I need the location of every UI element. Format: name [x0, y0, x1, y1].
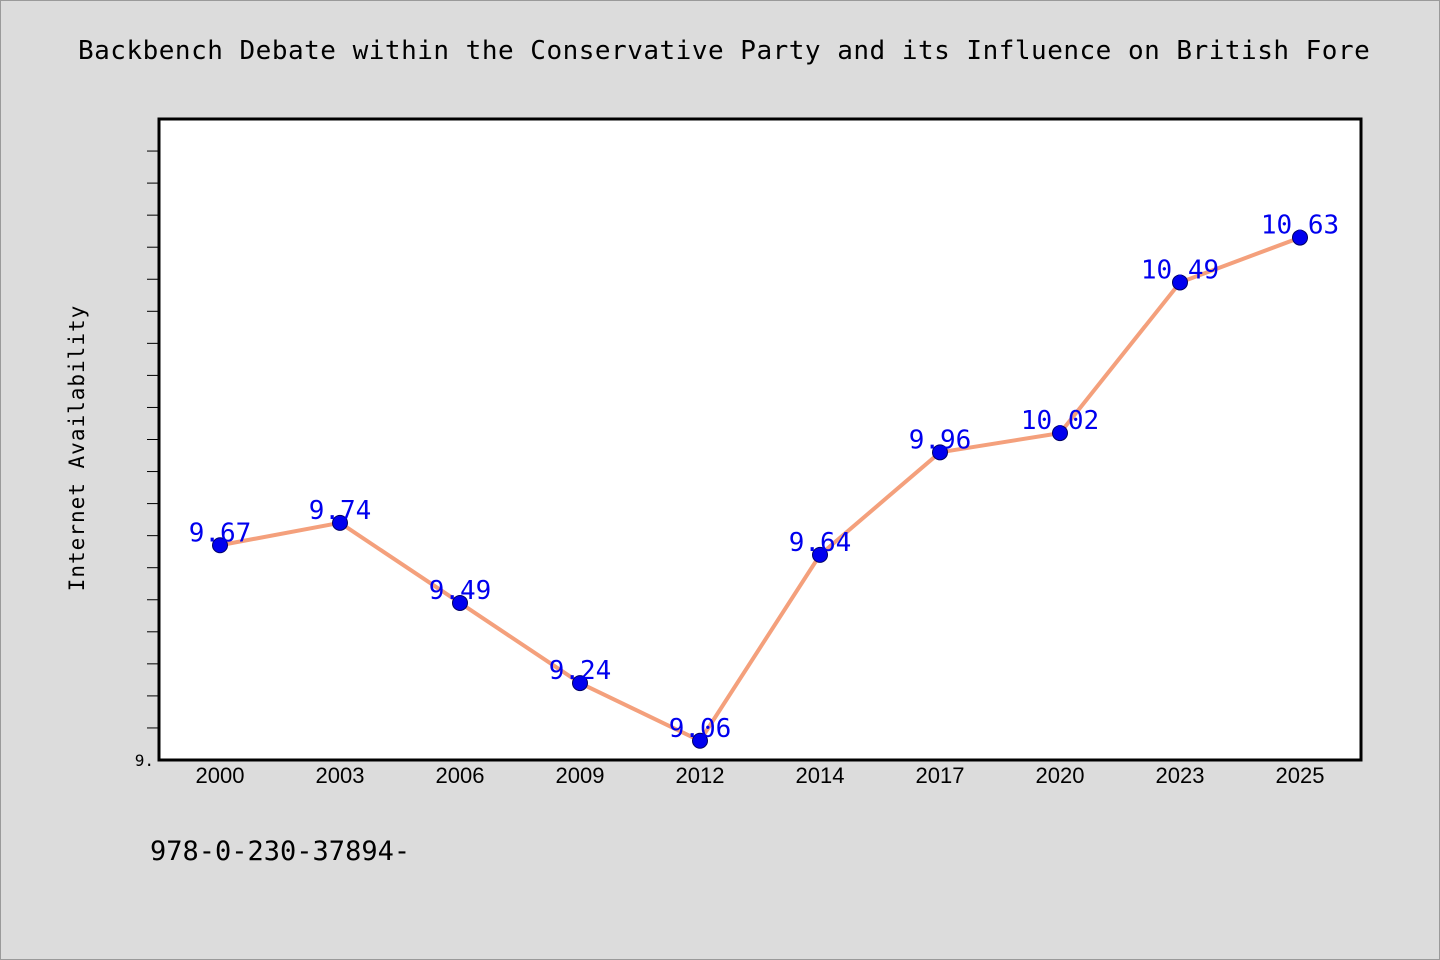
data-label: 9.49 — [429, 576, 492, 606]
x-tick-label: 2000 — [196, 763, 245, 788]
data-point-marker — [1052, 425, 1068, 442]
data-label: 9.24 — [549, 656, 612, 686]
data-label: 9.64 — [789, 528, 852, 558]
chart-title: Backbench Debate within the Conservative… — [78, 36, 1371, 66]
y-tick-label: 9. — [135, 751, 154, 770]
data-label: 9.96 — [909, 425, 972, 455]
x-tick-label: 2006 — [436, 763, 485, 788]
x-tick-label: 2023 — [1156, 763, 1205, 788]
data-point-marker — [332, 514, 348, 531]
plot-area — [157, 117, 1363, 762]
data-label: 9.74 — [309, 496, 372, 526]
x-tick-label: 2003 — [316, 763, 365, 788]
data-point-marker — [212, 537, 228, 554]
x-tick-label: 2009 — [556, 763, 605, 788]
x-tick-label: 2025 — [1276, 763, 1325, 788]
x-tick-label: 2012 — [676, 763, 725, 788]
data-point-marker — [1172, 274, 1188, 291]
y-axis-ticks: 9. — [135, 150, 159, 770]
data-point-marker — [932, 444, 948, 461]
data-label: 9.67 — [189, 518, 252, 548]
data-label: 10.63 — [1261, 211, 1339, 241]
data-point-marker — [812, 546, 828, 563]
x-tick-label: 2014 — [796, 763, 845, 788]
series-line — [218, 235, 1302, 743]
data-label: 9.06 — [669, 714, 732, 744]
series-polyline — [218, 235, 1302, 743]
x-tick-label: 2020 — [1036, 763, 1085, 788]
footer-code: 978-0-230-37894- — [150, 836, 411, 867]
x-axis-tick-labels: 2000 2003 2006 2009 2012 2014 2017 2020 2023 2025 — [196, 763, 1325, 788]
data-point-marker — [572, 675, 588, 692]
x-tick-label: 2017 — [916, 763, 965, 788]
data-label: 10.02 — [1021, 406, 1099, 436]
data-point-marker — [452, 594, 468, 611]
data-point-marker — [1292, 229, 1308, 246]
data-markers — [212, 229, 1308, 749]
data-label: 10.49 — [1141, 255, 1219, 285]
data-labels: 9.67 9.74 9.49 9.24 9.06 9.64 9.96 10.02 10.49 10… — [189, 211, 1339, 744]
data-point-marker — [692, 732, 708, 749]
